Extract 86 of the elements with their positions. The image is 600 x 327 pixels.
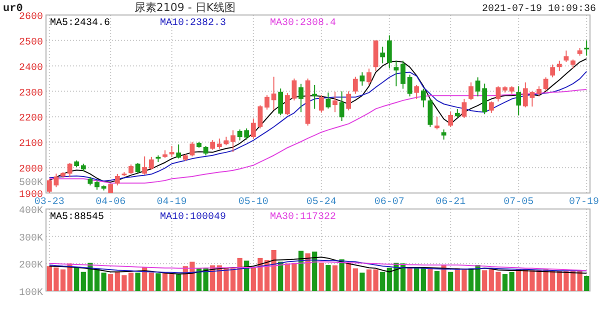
candlestick: [271, 76, 276, 111]
y-tick-label: 2200: [18, 114, 43, 125]
candlestick: [420, 88, 426, 108]
candlestick: [522, 82, 528, 108]
x-tick-label: 05-10: [238, 197, 268, 208]
x-tick-label: 07-05: [504, 197, 534, 208]
candlestick: [448, 111, 454, 128]
x-tick-label: 03-23: [34, 197, 64, 208]
candlestick: [475, 76, 480, 97]
candlestick: [298, 83, 304, 113]
candlestick: [360, 72, 365, 86]
y-tick-label: 2400: [18, 62, 43, 74]
candlestick: [332, 91, 338, 113]
candlestick: [488, 100, 494, 114]
candlestick: [346, 90, 352, 111]
candlestick: [352, 76, 358, 94]
candlestick: [462, 98, 467, 118]
candlestick: [318, 94, 324, 114]
candlestick: [250, 118, 256, 140]
candlestick: [482, 83, 488, 115]
candlestick: [114, 173, 120, 186]
y-tick-label: 2600: [18, 12, 43, 23]
candlestick: [550, 64, 556, 78]
text: MA30:117322: [270, 212, 336, 223]
candlestick: [584, 40, 590, 56]
text: MA5:88545: [50, 212, 104, 223]
candlestick: [54, 173, 59, 188]
candlestick: [244, 128, 250, 140]
candlestick: [237, 128, 242, 141]
candlestick: [148, 156, 154, 170]
candlestick: [176, 144, 182, 159]
candlestick: [516, 86, 522, 116]
candlestick: [258, 104, 263, 129]
candlestick: [284, 92, 290, 116]
candlestick: [441, 128, 446, 140]
chart-title: 尿素2109 - 日K线图: [134, 1, 236, 14]
candlestick: [292, 78, 297, 101]
y-tick-label: 2300: [18, 88, 43, 100]
candlestick: [210, 140, 216, 150]
candlestick: [278, 88, 284, 116]
candlestick: [264, 94, 270, 110]
x-tick-label: 04-06: [96, 197, 126, 208]
x-tick-label: 06-07: [374, 197, 404, 208]
candlestick: [394, 60, 399, 87]
candlestick: [536, 86, 542, 97]
candlestick: [496, 86, 501, 102]
candlestick: [380, 46, 386, 64]
candlestick: [128, 164, 134, 174]
y-tick-label: 400K: [18, 206, 43, 217]
y-tick-label: 300K: [18, 233, 43, 244]
x-tick-label: 05-24: [306, 197, 336, 208]
candlestick: [434, 116, 440, 130]
candlestick: [564, 50, 569, 63]
candlestick: [190, 141, 195, 157]
candlestick: [468, 82, 474, 101]
text: 500K: [18, 178, 43, 189]
candlestick: [169, 145, 174, 158]
text: MA10:2382.3: [160, 18, 226, 29]
x-tick-label: 06-21: [436, 197, 466, 208]
text: MA30:2308.4: [270, 18, 336, 29]
text: MA10:100049: [160, 212, 226, 223]
y-tick-label: 2000: [18, 164, 43, 176]
y-tick-label: 200K: [18, 260, 43, 272]
x-tick-label: 04-19: [156, 197, 187, 208]
candlestick: [339, 90, 344, 122]
x-tick-label: 07-19: [568, 197, 599, 208]
candlestick: [386, 34, 392, 69]
text: MA5:2434.6: [50, 18, 110, 29]
candlestick: [142, 156, 148, 176]
candlestick: [407, 74, 412, 97]
candlestick: [203, 145, 208, 156]
y-tick-label: 100K: [18, 288, 43, 299]
candlestick: [94, 180, 100, 190]
candlestick: [414, 84, 420, 100]
candlestick: [530, 90, 535, 108]
y-tick-label: 2500: [18, 37, 43, 48]
candlestick: [400, 60, 406, 90]
candlestick: [543, 76, 548, 92]
candlestick: [230, 130, 236, 153]
line-series: [48, 256, 588, 275]
candlestick: [366, 68, 372, 86]
annotation: 2021-07-19 10:09:36: [482, 4, 596, 15]
candlestick: [556, 60, 562, 72]
candlestick: [216, 138, 222, 150]
y-tick-label: 2100: [18, 139, 43, 150]
candlestick: [326, 92, 331, 110]
